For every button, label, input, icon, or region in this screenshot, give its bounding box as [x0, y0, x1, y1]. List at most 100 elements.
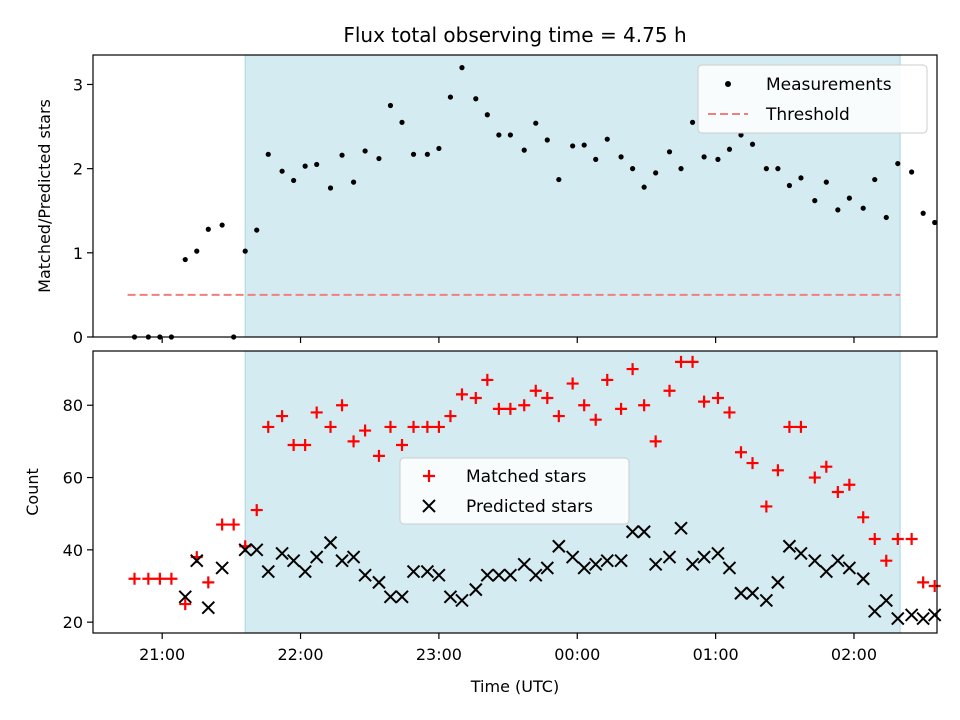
data-point [835, 207, 841, 213]
data-point [376, 155, 382, 162]
predicted-point [648, 557, 663, 572]
predicted-point [323, 535, 338, 550]
data-point [205, 226, 211, 232]
predicted-point [432, 568, 446, 582]
data-point [399, 119, 405, 125]
predicted-point [201, 600, 216, 615]
predicted-point [637, 525, 651, 539]
data-point [484, 112, 490, 118]
matched-point [202, 576, 215, 589]
data-point [507, 132, 513, 138]
bottom-y-tick-label: 80 [63, 396, 83, 415]
bottom-axes-frame [92, 350, 938, 634]
matched-point [843, 478, 856, 491]
predicted-point [842, 561, 857, 575]
data-point [798, 175, 804, 181]
matched-point [481, 373, 494, 386]
bottom-y-tick-label: 40 [63, 541, 83, 560]
matched-point [165, 572, 178, 585]
matched-point [734, 446, 747, 459]
data-point [570, 143, 576, 149]
data-point [823, 179, 829, 185]
matched-point [663, 384, 676, 397]
data-point [775, 166, 781, 172]
predicted-point [722, 561, 737, 575]
matched-point [276, 410, 289, 423]
data-point [459, 65, 465, 71]
matched-point [760, 500, 773, 513]
matched-point [179, 598, 192, 611]
x-tick-label: 21:00 [139, 645, 185, 664]
predicted-point [831, 553, 845, 568]
data-point [302, 163, 308, 169]
predicted-point [759, 593, 774, 608]
predicted-point [420, 564, 435, 579]
matched-point [455, 388, 468, 401]
matched-point [262, 420, 275, 433]
matched-point [407, 420, 420, 433]
predicted-point [455, 593, 469, 608]
data-point [895, 160, 901, 167]
predicted-point [927, 608, 942, 622]
data-point [350, 179, 357, 185]
data-point [556, 176, 562, 183]
predicted-point [600, 553, 614, 568]
data-point [291, 177, 297, 184]
matched-point [808, 471, 821, 484]
data-point [932, 219, 938, 226]
predicted-point [443, 590, 458, 604]
matched-point [723, 406, 736, 419]
predicted-point [540, 561, 554, 575]
data-point [447, 94, 454, 100]
matched-point [868, 533, 881, 545]
predicted-point [250, 543, 264, 557]
predicted-point [309, 550, 324, 564]
matched-point [227, 518, 240, 531]
predicted-point [529, 568, 543, 582]
data-point [630, 166, 636, 172]
matched-point [711, 392, 724, 404]
data-point [641, 184, 647, 190]
data-point [473, 96, 479, 102]
matched-point [615, 402, 628, 415]
matched-point [421, 420, 434, 433]
data-point [182, 256, 188, 263]
data-point [909, 169, 915, 175]
predicted-point [480, 568, 495, 582]
predicted-point [190, 553, 204, 568]
data-point [362, 148, 368, 154]
top-y-tick-label: 2 [73, 160, 83, 179]
top-y-tick-label: 1 [73, 244, 83, 263]
matched-point [891, 533, 904, 545]
data-point [920, 210, 926, 216]
x-axis-label: Time (UTC) [470, 677, 559, 696]
predicted-point [685, 557, 700, 572]
data-point [242, 248, 248, 254]
data-point [726, 146, 733, 152]
matched-point [698, 395, 711, 408]
data-point [194, 248, 200, 254]
bottom-y-tick-label: 20 [63, 613, 83, 632]
data-point [581, 142, 587, 148]
matched-point [287, 439, 300, 451]
matched-stars-series [128, 355, 941, 611]
matched-point [675, 355, 688, 368]
data-point [593, 156, 599, 162]
data-point [339, 152, 345, 158]
data-point [265, 151, 271, 157]
predicted-point [383, 590, 398, 604]
matched-point [310, 406, 323, 419]
data-point [327, 185, 334, 191]
predicted-point [358, 568, 372, 582]
data-point [254, 227, 260, 233]
legend-measurements-marker [725, 81, 731, 87]
data-point [701, 154, 707, 160]
top-legend: Measurements Threshold [697, 64, 928, 134]
predicted-point [711, 546, 725, 561]
predicted-point [552, 539, 566, 553]
matched-point [638, 399, 651, 412]
matched-point [359, 424, 372, 437]
x-tick-label: 23:00 [416, 645, 462, 664]
predicted-point [745, 586, 760, 600]
